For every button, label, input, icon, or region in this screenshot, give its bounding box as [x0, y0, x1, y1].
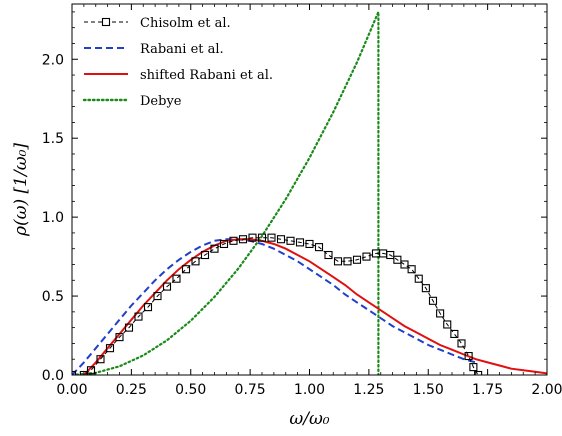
data-point-chisolm-et-al — [428, 296, 438, 305]
y-tick-label: 2.0 — [42, 52, 64, 68]
x-axis-label: ω/ω₀ — [289, 409, 329, 429]
data-point-chisolm-et-al — [200, 250, 210, 260]
data-point-chisolm-et-al — [257, 233, 267, 242]
data-point-chisolm-et-al — [153, 292, 162, 301]
data-point-chisolm-et-al — [414, 274, 423, 283]
data-point-chisolm-et-al — [407, 265, 416, 274]
data-point-chisolm-et-al — [469, 363, 478, 372]
data-point-chisolm-et-al — [362, 252, 371, 261]
data-point-chisolm-et-al — [352, 255, 362, 264]
y-tick-label: 1.5 — [42, 131, 64, 147]
data-point-chisolm-et-al — [210, 244, 219, 253]
x-tick-label: 0.00 — [56, 382, 87, 398]
x-tick-label: 0.50 — [175, 382, 206, 398]
data-point-chisolm-et-al — [96, 355, 105, 364]
y-tick-label: 0.5 — [42, 289, 64, 305]
plot-frame — [71, 3, 548, 376]
data-point-chisolm-et-al — [162, 282, 172, 291]
data-point-chisolm-et-al — [443, 320, 452, 329]
data-point-chisolm-et-al — [457, 339, 466, 348]
data-point-chisolm-et-al — [134, 312, 143, 321]
data-point-chisolm-et-al — [267, 233, 276, 242]
data-point-chisolm-et-al — [314, 243, 324, 252]
data-point-chisolm-et-al — [248, 233, 257, 242]
legend-label-rabani-et-al: Rabani et al. — [140, 42, 224, 57]
data-point-chisolm-et-al — [143, 303, 153, 312]
legend-label-debye: Debye — [140, 94, 182, 109]
y-axis-label: ρ(ω) [1/ω₀] — [11, 143, 31, 237]
data-point-chisolm-et-al — [238, 235, 248, 244]
y-tick-label: 1.0 — [42, 210, 64, 226]
series-line-chisolm-et-al — [72, 237, 479, 375]
legend-marker-chisolm-et-al — [101, 17, 111, 27]
data-point-chisolm-et-al — [450, 329, 459, 339]
data-point-chisolm-et-al — [191, 257, 200, 266]
data-point-chisolm-et-al — [324, 250, 333, 260]
data-point-chisolm-et-al — [393, 255, 402, 264]
data-point-chisolm-et-al — [333, 257, 343, 266]
data-point-chisolm-et-al — [172, 274, 181, 283]
data-point-chisolm-et-al — [421, 284, 430, 293]
data-point-chisolm-et-al — [400, 260, 409, 269]
data-point-chisolm-et-al — [305, 239, 314, 249]
data-point-chisolm-et-al — [474, 370, 483, 375]
data-point-chisolm-et-al — [86, 366, 96, 375]
legend-label-shifted-rabani-et-al: shifted Rabani et al. — [140, 68, 273, 83]
data-point-chisolm-et-al — [343, 257, 352, 266]
data-point-chisolm-et-al — [219, 239, 229, 249]
x-tick-label: 1.75 — [472, 382, 503, 398]
x-tick-label: 1.50 — [413, 382, 444, 398]
data-point-chisolm-et-al — [79, 370, 88, 375]
series-line-rabani-et-al — [72, 238, 477, 375]
x-tick-label: 1.25 — [353, 382, 384, 398]
x-tick-label: 1.00 — [294, 382, 325, 398]
data-point-chisolm-et-al — [464, 352, 473, 361]
x-tick-label: 2.00 — [531, 382, 562, 398]
legend-label-chisolm-et-al: Chisolm et al. — [140, 16, 231, 31]
data-point-chisolm-et-al — [276, 235, 286, 244]
data-point-chisolm-et-al — [105, 344, 115, 353]
x-tick-label: 0.25 — [116, 382, 147, 398]
data-point-chisolm-et-al — [124, 323, 134, 332]
data-point-chisolm-et-al — [286, 236, 295, 245]
series-line-debye — [72, 11, 380, 375]
data-point-chisolm-et-al — [295, 238, 305, 247]
data-point-chisolm-et-al — [436, 309, 445, 318]
x-tick-label: 0.75 — [235, 382, 266, 398]
series-line-shifted-rabani-et-al — [83, 238, 547, 375]
data-point-chisolm-et-al — [181, 265, 191, 274]
y-tick-label: 0.0 — [42, 368, 64, 384]
data-point-chisolm-et-al — [115, 333, 124, 342]
data-point-chisolm-et-al — [386, 250, 395, 260]
data-point-chisolm-et-al — [229, 236, 238, 245]
